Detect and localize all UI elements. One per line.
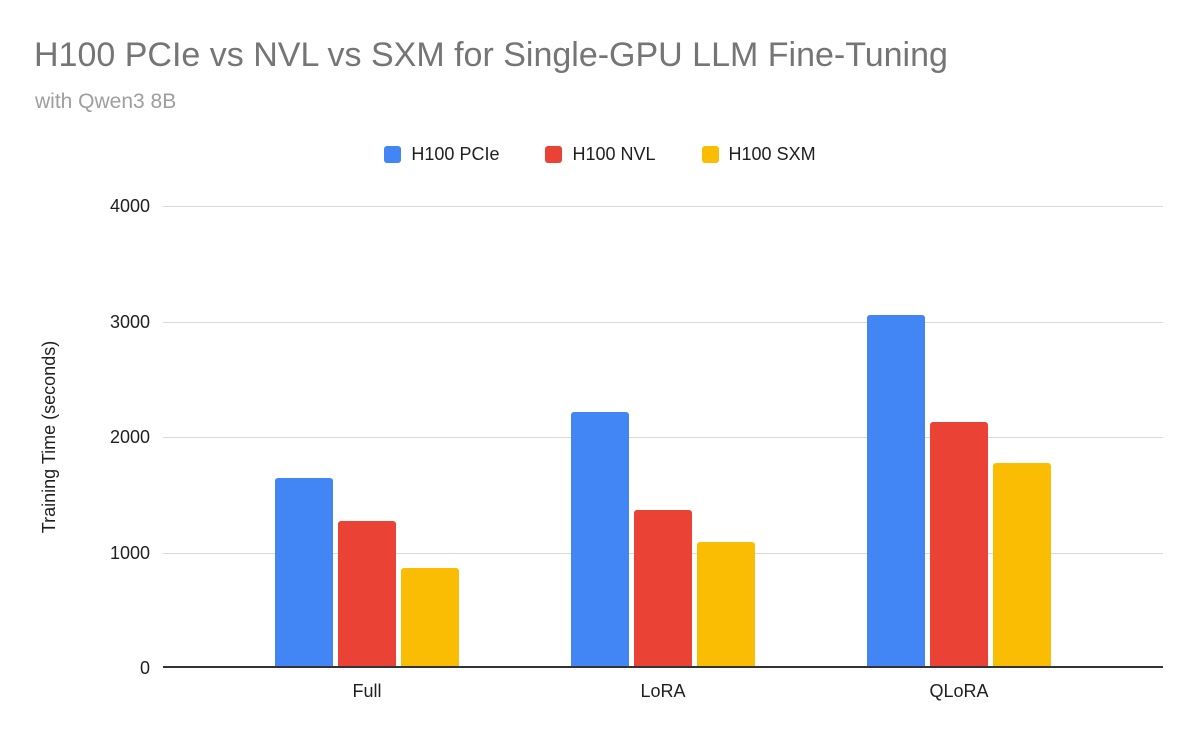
- legend-label: H100 PCIe: [411, 144, 500, 164]
- bar-h100-nvl-lora: [634, 510, 692, 668]
- gridline-4000: [163, 206, 1163, 207]
- legend-swatch-h100-pcie: [384, 146, 402, 163]
- x-axis-label-lora: LoRA: [640, 681, 686, 701]
- chart-subtitle: with Qwen3 8B: [35, 90, 177, 113]
- legend-label: H100 NVL: [572, 144, 656, 164]
- y-tick-label-2000: 2000: [109, 427, 150, 447]
- y-tick-label-0: 0: [139, 658, 150, 678]
- y-axis-ticks: 0 1000 2000 3000 4000: [0, 196, 150, 678]
- y-tick-label-1000: 1000: [109, 542, 150, 563]
- bar-groups: [163, 206, 1163, 668]
- legend-item-h100-nvl: H100 NVL: [545, 144, 656, 165]
- bar-group-lora: [571, 411, 755, 668]
- bar-h100-pcie-qlora: [867, 314, 925, 668]
- bar-h100-pcie-full: [275, 478, 333, 668]
- legend-item-h100-sxm: H100 SXM: [701, 144, 816, 165]
- x-axis-line: [163, 666, 1163, 668]
- x-axis-labels: Full LoRA QLoRA: [163, 681, 1163, 702]
- chart-title: H100 PCIe vs NVL vs SXM for Single-GPU L…: [34, 36, 948, 74]
- bar-group-qlora: [867, 314, 1051, 668]
- bar-h100-sxm-qlora: [993, 462, 1051, 668]
- bar-h100-nvl-full: [338, 520, 396, 668]
- bar-h100-sxm-full: [401, 568, 459, 668]
- bar-h100-pcie-lora: [571, 411, 629, 668]
- legend-item-h100-pcie: H100 PCIe: [384, 144, 499, 165]
- x-axis-label-qlora: QLoRA: [929, 681, 989, 701]
- y-tick-label-3000: 3000: [109, 311, 150, 332]
- y-tick-label-4000: 4000: [109, 196, 150, 216]
- legend-swatch-h100-sxm: [701, 146, 719, 163]
- legend-label: H100 SXM: [728, 144, 816, 164]
- legend-swatch-h100-nvl: [545, 146, 563, 163]
- bar-h100-nvl-qlora: [930, 422, 988, 668]
- plot-area: [163, 206, 1163, 668]
- x-axis-label-full: Full: [352, 681, 382, 701]
- gridline-2000: [163, 437, 1163, 438]
- gridline-3000: [163, 321, 1163, 323]
- bar-group-full: [275, 478, 459, 668]
- bar-h100-sxm-lora: [697, 542, 755, 668]
- legend: H100 PCIe H100 NVL H100 SXM: [0, 144, 1200, 165]
